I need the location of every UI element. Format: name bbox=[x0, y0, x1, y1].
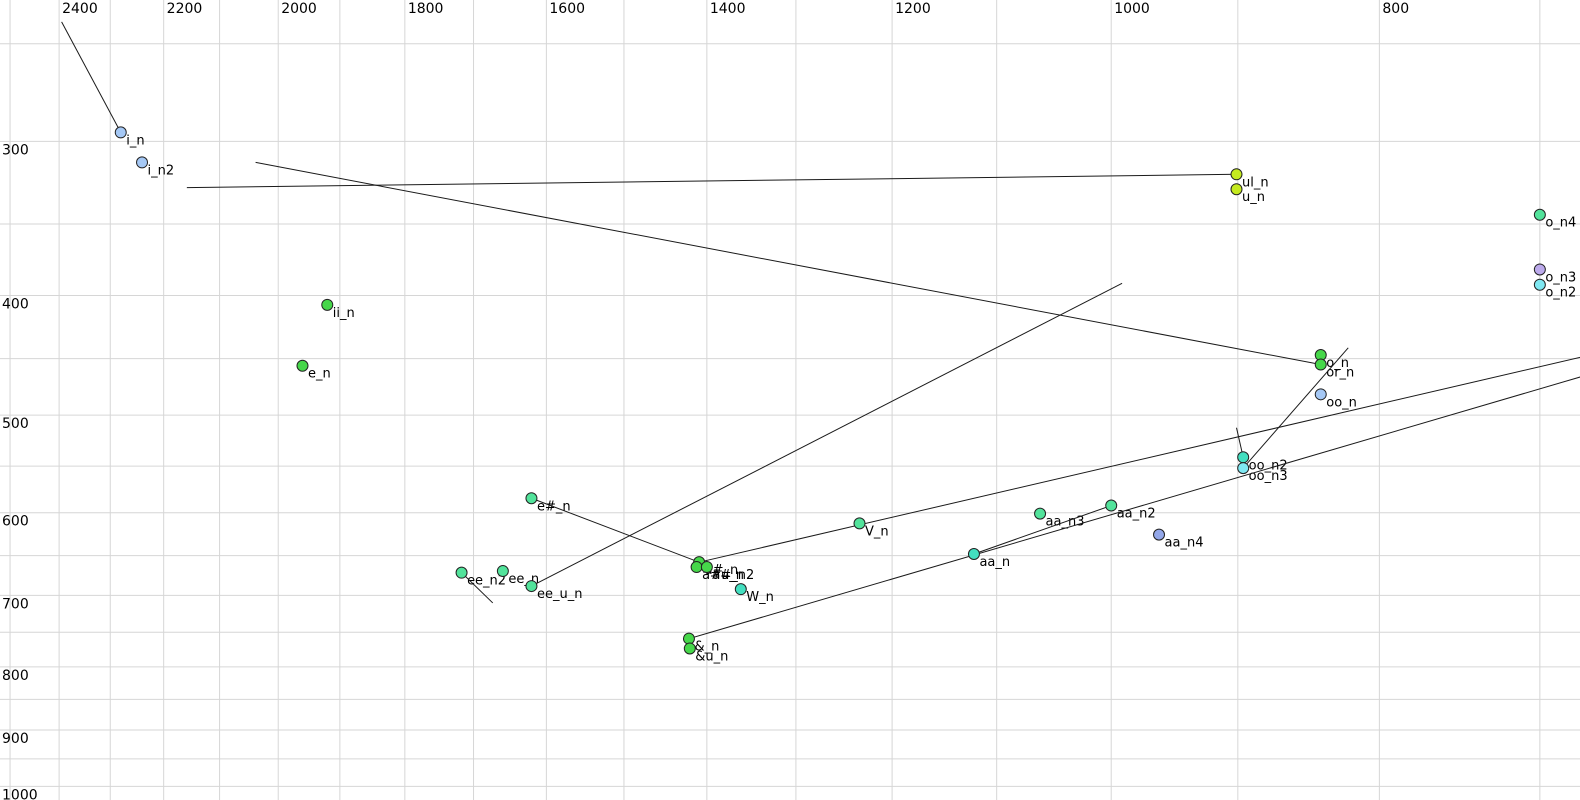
x-axis-tick-label: 1600 bbox=[549, 1, 585, 17]
traj-ee_n2-stub bbox=[461, 572, 494, 604]
x-axis-tick-label: 1800 bbox=[408, 1, 444, 17]
data-point-a#_n2 bbox=[700, 561, 713, 574]
data-point-oo_n bbox=[1314, 388, 1327, 401]
data-point-or_n bbox=[1314, 358, 1327, 371]
point-label-aa_n4: aa_n4 bbox=[1165, 536, 1204, 551]
point-label-i_n: i_n bbox=[126, 133, 144, 148]
x-axis-tick-label: 2400 bbox=[62, 1, 98, 17]
x-axis-tick-label: 2000 bbox=[281, 1, 317, 17]
y-axis-tick-label: 500 bbox=[2, 416, 29, 432]
data-point-e_n bbox=[296, 359, 309, 372]
data-point-aa_n3 bbox=[1034, 507, 1047, 520]
traj-a#_n-offright bbox=[699, 356, 1580, 563]
data-point-&u_n bbox=[683, 642, 696, 655]
point-label-a#_n2: a#_n2 bbox=[712, 568, 754, 583]
data-point-ii_n bbox=[321, 298, 334, 311]
point-label-o_n3: o_n3 bbox=[1545, 270, 1576, 285]
traj-into-or_n bbox=[255, 161, 1321, 366]
y-axis-tick-label: 400 bbox=[2, 297, 29, 313]
point-label-ee_u_n: ee_u_n bbox=[537, 587, 582, 602]
point-label-oo_n: oo_n bbox=[1326, 395, 1357, 410]
point-label-a#_n: a#_n bbox=[705, 563, 739, 578]
data-point-ul_n bbox=[1230, 168, 1243, 181]
point-label-oo_n2: oo_n2 bbox=[1249, 458, 1288, 473]
point-label-o_n2: o_n2 bbox=[1545, 286, 1576, 301]
data-point-oo_n3 bbox=[1237, 462, 1250, 475]
traj-e#_n-to-a#_n bbox=[531, 497, 700, 563]
data-point-o_n4 bbox=[1533, 208, 1546, 221]
y-axis-tick-label: 800 bbox=[2, 668, 29, 684]
point-label-&u_n: &u_n bbox=[695, 649, 728, 664]
data-point-u_n bbox=[1230, 183, 1243, 196]
data-point-V_n bbox=[853, 517, 866, 530]
data-point-W_n bbox=[734, 583, 747, 596]
traj-&_n-offright bbox=[688, 376, 1580, 640]
x-axis-tick-label: 2200 bbox=[167, 1, 203, 17]
data-point-o_n2 bbox=[1533, 278, 1546, 291]
point-label-&_n: &_n bbox=[694, 640, 719, 655]
point-label-ee_n2: ee_n2 bbox=[467, 574, 506, 589]
data-point-&_n bbox=[682, 632, 695, 645]
y-axis-tick-label: 700 bbox=[2, 596, 29, 612]
point-label-o_n: o_n bbox=[1326, 356, 1349, 371]
y-axis-tick-label: 900 bbox=[2, 731, 29, 747]
data-point-o_n3 bbox=[1533, 263, 1546, 276]
x-axis-tick-label: 800 bbox=[1382, 1, 1409, 17]
data-point-ee_u_n bbox=[525, 580, 538, 593]
point-label-ul_n: ul_n bbox=[1242, 175, 1269, 190]
point-label-e_n: e_n bbox=[308, 367, 331, 382]
x-axis-tick-label: 1400 bbox=[710, 1, 746, 17]
data-point-aa_n2 bbox=[1105, 499, 1118, 512]
point-label-ii_n: ii_n bbox=[333, 306, 355, 321]
point-label-u_n: u_n bbox=[1242, 190, 1265, 205]
data-point-ee_n bbox=[496, 565, 509, 578]
x-axis-tick-label: 1000 bbox=[1114, 1, 1150, 17]
traj-into-ul_n bbox=[186, 173, 1237, 189]
point-label-i_n2: i_n2 bbox=[148, 163, 175, 178]
point-label-a#u_n: a#u_n bbox=[702, 568, 744, 583]
data-point-aa_n4 bbox=[1153, 528, 1166, 541]
point-label-or_n: or_n bbox=[1326, 366, 1354, 381]
traj-oo_n3-steep bbox=[1242, 347, 1349, 469]
y-axis-tick-label: 1000 bbox=[2, 787, 38, 800]
data-point-aa_n bbox=[967, 547, 980, 560]
data-point-a#u_n bbox=[690, 561, 703, 574]
data-point-e#_n bbox=[525, 492, 538, 505]
y-axis-tick-label: 600 bbox=[2, 514, 29, 530]
data-point-ee_n2 bbox=[455, 566, 468, 579]
y-axis-tick-label: 300 bbox=[2, 142, 29, 158]
data-point-oo_n2 bbox=[1237, 451, 1250, 464]
point-label-aa_n2: aa_n2 bbox=[1117, 507, 1156, 522]
point-label-W_n: W_n bbox=[746, 590, 774, 605]
point-label-V_n: V_n bbox=[865, 524, 889, 539]
traj-into-i_n bbox=[61, 21, 122, 133]
traj-aa_n-to-aa_n2 bbox=[973, 505, 1112, 555]
data-point-i_n bbox=[114, 126, 127, 139]
point-label-aa_n: aa_n bbox=[979, 555, 1010, 570]
x-axis-tick-label: 1200 bbox=[895, 1, 931, 17]
point-label-oo_n3: oo_n3 bbox=[1249, 469, 1288, 484]
data-point-i_n2 bbox=[136, 156, 149, 169]
point-label-o_n4: o_n4 bbox=[1545, 216, 1576, 231]
